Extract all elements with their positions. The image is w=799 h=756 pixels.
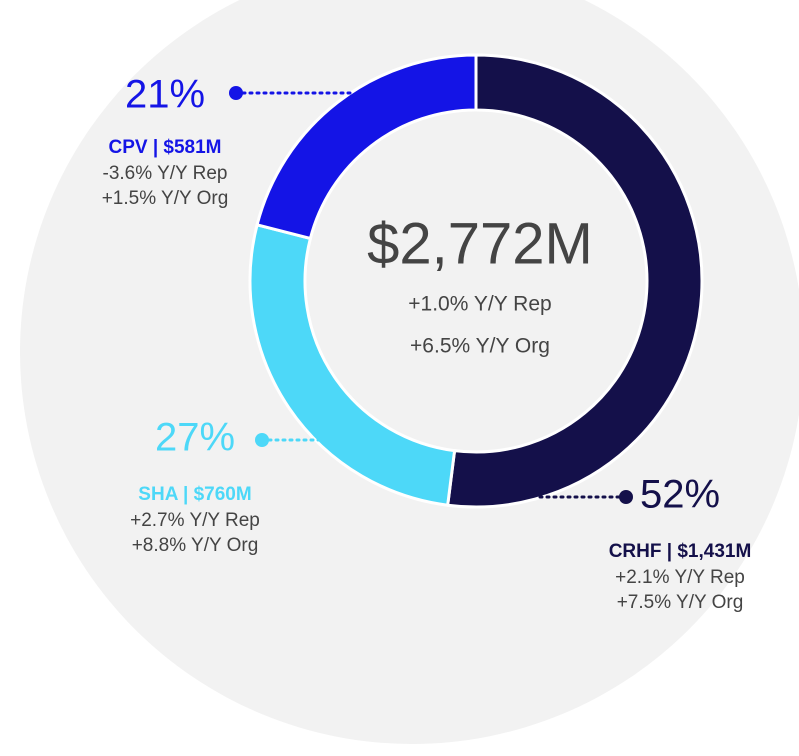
segment-label: CRHF | $1,431M bbox=[609, 541, 752, 562]
leader-dot bbox=[619, 490, 633, 504]
center-line: +6.5% Y/Y Org bbox=[410, 335, 550, 358]
segment-detail: +7.5% Y/Y Org bbox=[617, 592, 744, 613]
center-total: $2,772M bbox=[367, 211, 593, 276]
background-circle bbox=[20, 0, 799, 744]
segment-detail: +1.5% Y/Y Org bbox=[102, 188, 229, 209]
donut-segment bbox=[445, 53, 704, 509]
percent-label: 27% bbox=[155, 416, 235, 460]
leader-dot bbox=[229, 86, 243, 100]
segment-detail: +2.1% Y/Y Rep bbox=[615, 567, 745, 588]
segment-detail: -3.6% Y/Y Rep bbox=[103, 163, 228, 184]
donut-segment bbox=[255, 53, 478, 241]
segment-label: CPV | $581M bbox=[108, 137, 221, 158]
segment-detail: +2.7% Y/Y Rep bbox=[130, 510, 260, 531]
center-line: +1.0% Y/Y Rep bbox=[408, 293, 551, 316]
percent-label: 52% bbox=[640, 473, 720, 517]
segment-detail: +8.8% Y/Y Org bbox=[132, 535, 259, 556]
leader-dot bbox=[255, 433, 269, 447]
segment-label: SHA | $760M bbox=[138, 484, 251, 505]
percent-label: 21% bbox=[125, 73, 205, 117]
